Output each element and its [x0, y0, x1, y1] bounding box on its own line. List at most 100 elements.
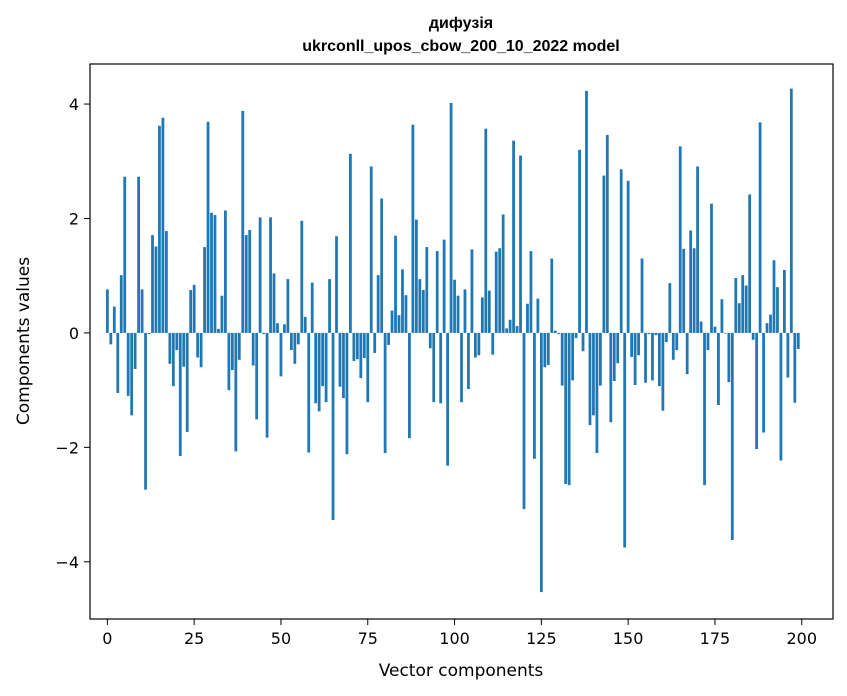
bar-80 [383, 332, 387, 454]
bar-72 [355, 332, 359, 360]
bar-186 [751, 332, 755, 340]
bar-192 [772, 260, 776, 333]
bar-83 [394, 235, 397, 333]
bar-139 [588, 332, 592, 426]
bar-150 [626, 180, 630, 333]
bar-160 [661, 332, 665, 411]
bar-165 [678, 146, 682, 333]
bar-57 [303, 316, 307, 333]
bar-149 [623, 332, 627, 548]
y-axis-ticks: −4 −2 0 2 4 [55, 95, 90, 572]
bar-146 [612, 332, 616, 381]
bar-17 [164, 231, 168, 333]
bar-134 [571, 332, 574, 381]
bar-1 [109, 332, 113, 345]
bar-141 [595, 332, 599, 454]
bar-170 [696, 166, 699, 333]
bar-99 [449, 102, 453, 333]
bar-76 [369, 166, 373, 333]
bar-174 [710, 203, 713, 333]
bar-97 [442, 239, 446, 333]
bar-164 [675, 332, 679, 351]
bar-163 [671, 332, 675, 360]
x-tick-label: 25 [184, 629, 204, 648]
bar-18 [168, 332, 172, 364]
chart-title: дифузія [429, 15, 493, 32]
bar-5 [123, 176, 127, 333]
x-tick-label: 50 [271, 629, 291, 648]
bar-31 [213, 215, 217, 333]
bar-132 [564, 332, 568, 484]
bar-14 [154, 246, 158, 333]
bar-91 [421, 290, 425, 333]
bar-178 [723, 332, 727, 334]
bar-9 [137, 176, 140, 333]
bar-113 [498, 248, 502, 333]
bar-61 [317, 332, 321, 412]
bar-98 [446, 332, 449, 466]
bar-190 [765, 323, 769, 333]
bar-4 [119, 275, 123, 333]
bar-109 [484, 128, 488, 333]
bar-168 [689, 230, 693, 333]
bar-0 [105, 289, 109, 333]
bar-104 [467, 332, 470, 389]
bar-49 [276, 323, 279, 333]
bar-82 [390, 310, 394, 333]
bar-33 [220, 295, 224, 333]
bar-48 [272, 273, 276, 333]
bar-62 [321, 332, 325, 387]
bar-108 [480, 297, 484, 333]
bar-196 [786, 332, 790, 378]
bar-111 [491, 332, 495, 355]
bar-118 [515, 326, 519, 333]
bar-198 [793, 332, 797, 403]
bar-120 [522, 332, 526, 510]
bar-117 [512, 140, 515, 333]
bar-86 [404, 295, 408, 333]
bar-169 [692, 248, 696, 333]
bar-23 [185, 332, 189, 432]
bar-110 [487, 290, 491, 333]
bar-133 [567, 332, 571, 486]
bar-105 [470, 249, 474, 333]
x-tick-label: 125 [526, 629, 557, 648]
bar-28 [203, 247, 206, 333]
bar-52 [286, 279, 290, 333]
bar-115 [505, 328, 509, 333]
bar-29 [206, 121, 210, 333]
bar-185 [748, 194, 752, 333]
bar-171 [699, 321, 703, 333]
bar-3 [116, 332, 120, 393]
bar-157 [651, 332, 654, 381]
chart-subtitle: ukrconll_upos_cbow_200_10_2022 model [302, 38, 619, 55]
bar-37 [234, 332, 238, 452]
bar-68 [342, 332, 345, 399]
bar-137 [581, 332, 585, 352]
bar-19 [171, 332, 175, 387]
bar-39 [241, 110, 245, 333]
bar-66 [335, 236, 338, 333]
bar-26 [196, 332, 200, 358]
bar-55 [296, 332, 300, 345]
bar-27 [199, 332, 203, 368]
bar-47 [269, 217, 272, 333]
bar-155 [644, 332, 647, 383]
bar-84 [397, 315, 401, 333]
bar-106 [474, 332, 477, 358]
bar-138 [585, 90, 588, 333]
bar-41 [248, 229, 252, 333]
bar-148 [619, 169, 623, 333]
bar-172 [703, 332, 706, 486]
bar-188 [758, 122, 762, 333]
bar-54 [293, 332, 297, 364]
bar-142 [598, 332, 602, 386]
bar-183 [741, 275, 745, 333]
bar-45 [262, 332, 265, 335]
bar-8 [133, 332, 137, 369]
bar-38 [237, 332, 241, 360]
bar-147 [616, 332, 620, 364]
bar-64 [328, 279, 331, 333]
bar-65 [331, 332, 335, 521]
bar-100 [453, 279, 456, 333]
